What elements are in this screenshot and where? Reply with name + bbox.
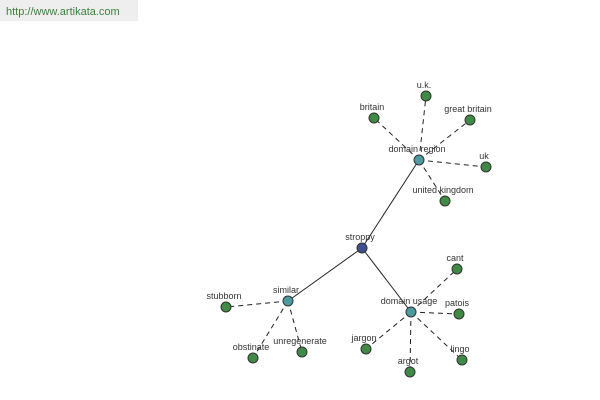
edge bbox=[361, 159, 420, 249]
node-label: similar bbox=[273, 285, 299, 295]
leaf-node bbox=[453, 308, 465, 320]
dashed-edge bbox=[418, 95, 427, 161]
dashed-edge bbox=[225, 300, 289, 308]
leaf-node bbox=[360, 343, 372, 355]
node-label: uk bbox=[479, 151, 489, 161]
node-label: lingo bbox=[450, 344, 469, 354]
hub-node bbox=[405, 306, 417, 318]
dashed-edge bbox=[252, 300, 289, 359]
node-label: patois bbox=[445, 298, 470, 308]
dashed-edge bbox=[373, 117, 420, 161]
url-box bbox=[0, 0, 138, 21]
edges bbox=[225, 95, 487, 373]
leaf-node bbox=[404, 366, 416, 378]
leaf-node bbox=[420, 90, 432, 102]
node-label: argot bbox=[398, 356, 419, 366]
node-label: domain region bbox=[388, 144, 445, 154]
leaf-node bbox=[247, 352, 259, 364]
dashed-edge bbox=[409, 311, 412, 373]
url[interactable]: http://www.artikata.com bbox=[6, 6, 120, 18]
node-label: jargon bbox=[350, 333, 376, 343]
node-label: britain bbox=[360, 102, 385, 112]
dashed-edge bbox=[365, 311, 412, 350]
node-label: unregenerate bbox=[273, 336, 327, 346]
leaf-node bbox=[451, 263, 463, 275]
node-label: domain usage bbox=[381, 296, 438, 306]
node-label: united kingdom bbox=[412, 185, 473, 195]
root-node bbox=[356, 242, 368, 254]
node-label: great britain bbox=[444, 104, 492, 114]
hub-node bbox=[282, 295, 294, 307]
hub-node bbox=[413, 154, 425, 166]
dashed-edge bbox=[418, 159, 487, 168]
leaf-node bbox=[296, 346, 308, 358]
node-label: cant bbox=[446, 253, 464, 263]
edge bbox=[287, 247, 363, 302]
dashed-edge bbox=[410, 268, 458, 313]
node-label: stroppy bbox=[345, 232, 375, 242]
node-label: obstinate bbox=[233, 342, 270, 352]
node-label: stubborn bbox=[206, 291, 241, 301]
dashed-edge bbox=[410, 311, 463, 361]
leaf-node bbox=[368, 112, 380, 124]
node-label: u.k. bbox=[417, 80, 432, 90]
leaf-node bbox=[439, 195, 451, 207]
dashed-edge bbox=[418, 159, 446, 202]
leaf-node bbox=[456, 354, 468, 366]
edge bbox=[361, 247, 412, 313]
leaf-node bbox=[480, 161, 492, 173]
leaf-node bbox=[220, 301, 232, 313]
dashed-edge bbox=[418, 119, 471, 161]
leaf-node bbox=[464, 114, 476, 126]
dashed-edge bbox=[410, 311, 460, 315]
nodes: stroppy domain region similar domain usage b… bbox=[206, 80, 492, 378]
